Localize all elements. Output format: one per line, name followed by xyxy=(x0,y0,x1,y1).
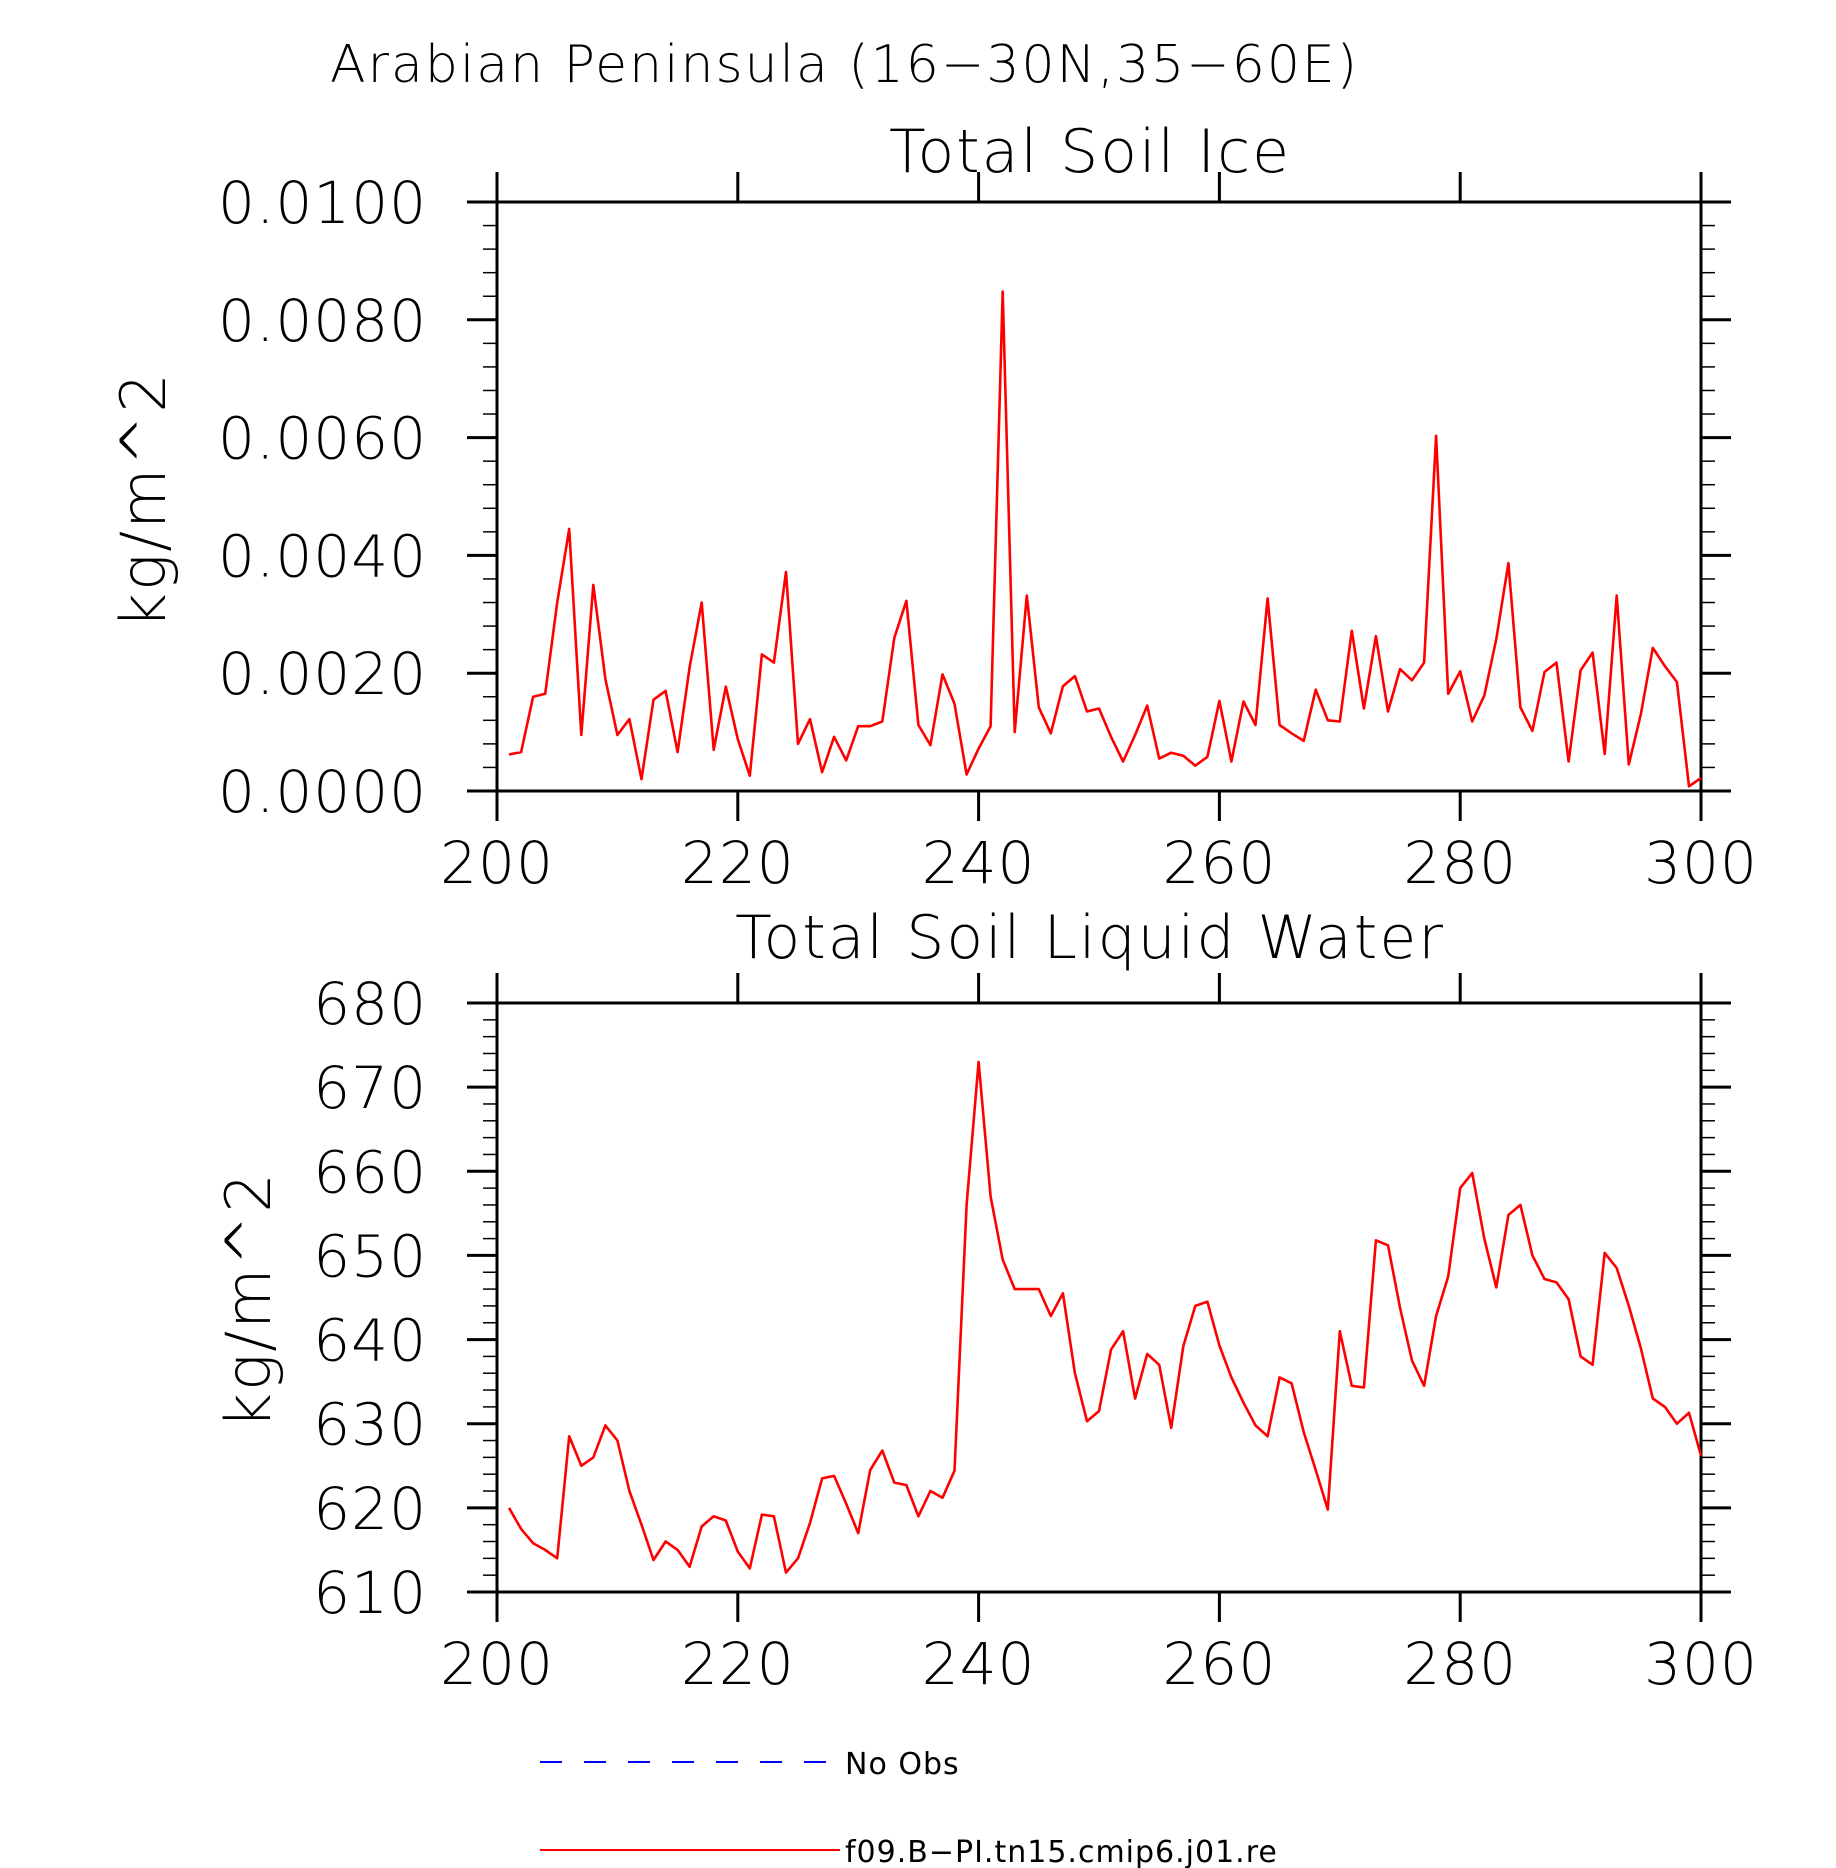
panel-title: Total Soil Liquid Water xyxy=(735,903,1445,973)
y-tick-label: 680 xyxy=(313,970,427,1038)
panel-total-soil-ice: Total Soil Ice kg/m^2 200 220 240 260 280 300 0.… xyxy=(107,117,1758,897)
x-tick-label: 300 xyxy=(1644,1630,1758,1698)
series-line xyxy=(508,290,1702,788)
y-tick-label: 0.0080 xyxy=(218,287,427,355)
legend-label-model: f09.B−PI.tn15.cmip6.j01.re xyxy=(845,1835,1278,1868)
legend-label-no-obs: No Obs xyxy=(845,1747,960,1782)
y-tick-label: 650 xyxy=(313,1222,427,1290)
y-tick-label: 610 xyxy=(313,1559,427,1627)
x-tick-label: 200 xyxy=(440,1630,554,1698)
y-tick-label: 670 xyxy=(313,1054,427,1122)
y-tick-label: 0.0020 xyxy=(218,640,427,708)
y-tick-label: 0.0000 xyxy=(218,758,427,826)
x-tick-label: 240 xyxy=(922,829,1036,897)
y-tick-label: 660 xyxy=(313,1138,427,1206)
x-tick-label: 300 xyxy=(1644,829,1758,897)
y-tick-label: 640 xyxy=(313,1307,427,1375)
x-tick-label: 280 xyxy=(1403,829,1517,897)
x-tick-label: 240 xyxy=(922,1630,1036,1698)
plot-frame xyxy=(495,1001,1703,1594)
x-tick-label: 220 xyxy=(681,1630,795,1698)
x-tick-label: 260 xyxy=(1163,1630,1277,1698)
y-axis-label: kg/m^2 xyxy=(107,371,180,629)
y-axis-label: kg/m^2 xyxy=(212,1171,285,1429)
series-line xyxy=(507,1060,1703,1574)
plot-frame xyxy=(495,200,1703,793)
y-tick-label: 630 xyxy=(313,1391,427,1459)
x-tick-label: 220 xyxy=(681,829,795,897)
figure-title: Arabian Peninsula (16−30N,35−60E) xyxy=(330,35,1359,95)
legend: No Obs f09.B−PI.tn15.cmip6.j01.re xyxy=(540,1747,1278,1868)
x-tick-label: 280 xyxy=(1403,1630,1517,1698)
panel-total-soil-liquid-water: Total Soil Liquid Water kg/m^2 200 220 240 26… xyxy=(212,903,1758,1698)
panel-title: Total Soil Ice xyxy=(889,117,1291,187)
y-tick-label: 620 xyxy=(313,1475,427,1543)
x-tick-label: 200 xyxy=(440,829,554,897)
y-tick-label: 0.0040 xyxy=(218,522,427,590)
y-tick-label: 0.0100 xyxy=(218,169,427,237)
y-tick-label: 0.0060 xyxy=(218,405,427,473)
x-tick-label: 260 xyxy=(1163,829,1277,897)
